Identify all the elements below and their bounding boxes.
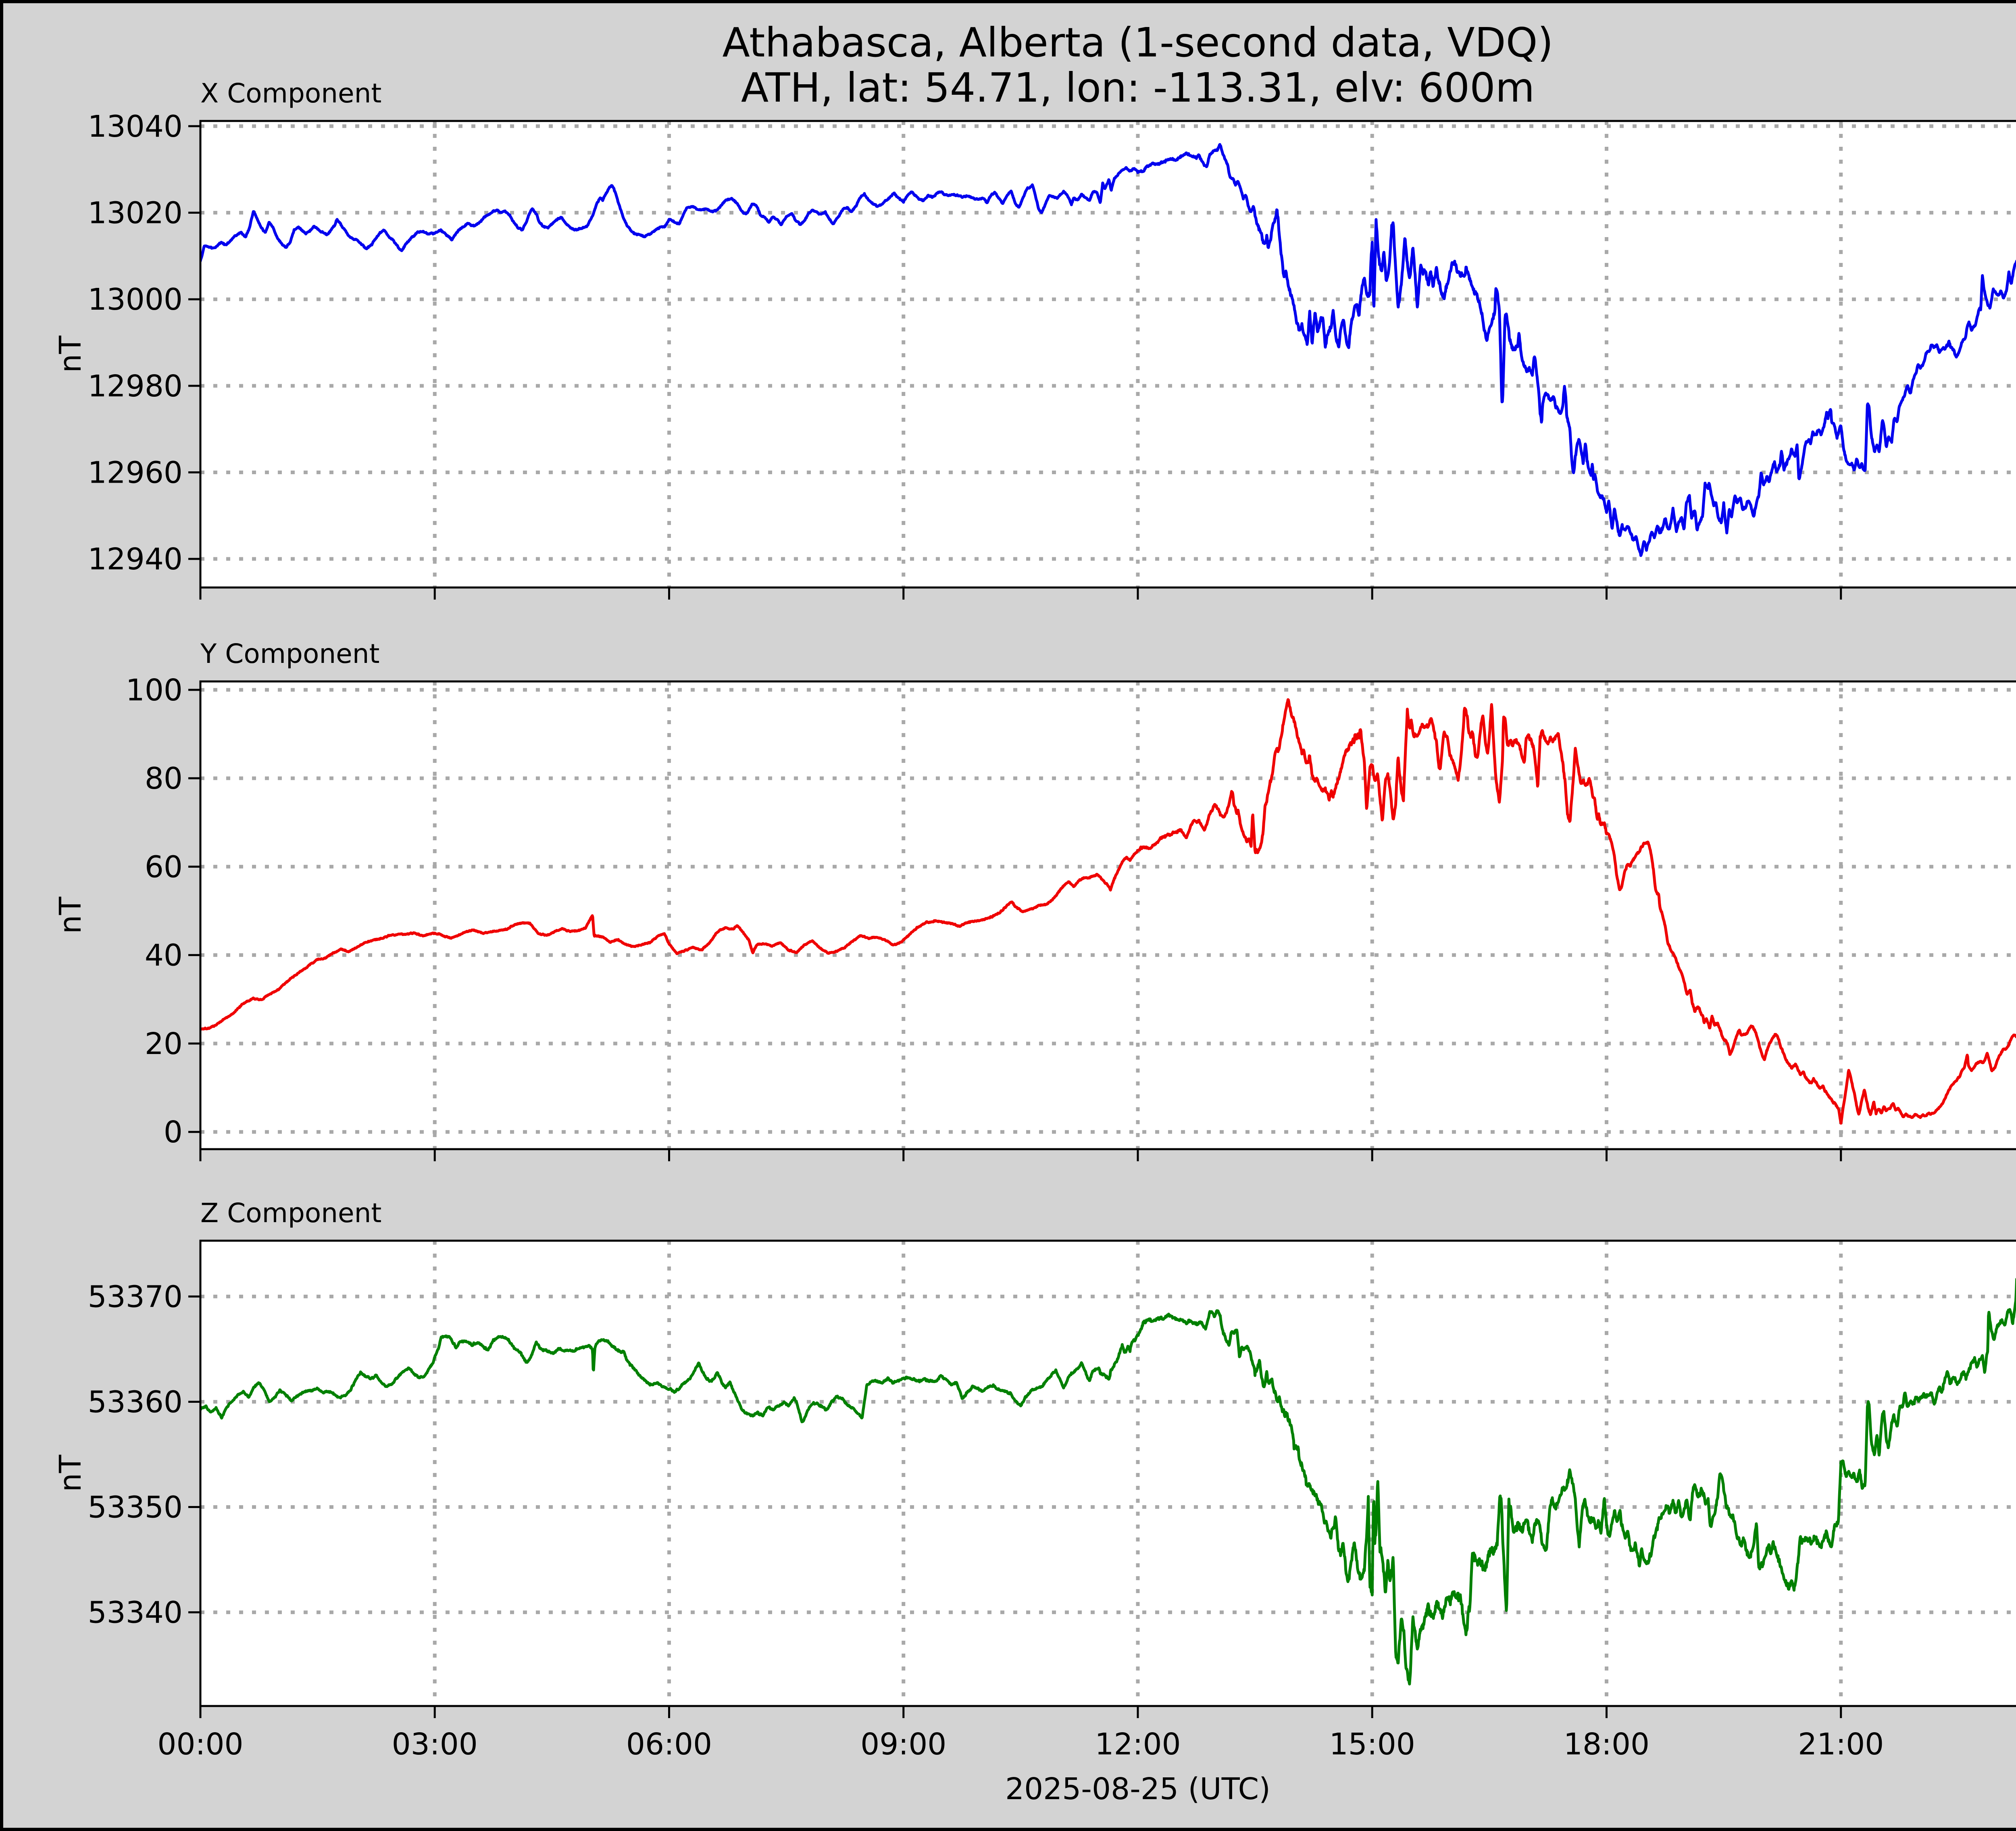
- subplot-title-z: Z Component: [200, 1198, 381, 1229]
- y-tick-label: 20: [145, 1027, 183, 1061]
- y-tick-label: 40: [145, 938, 183, 973]
- y-tick-label: 12980: [88, 369, 183, 404]
- y-tick-label: 53360: [88, 1385, 183, 1419]
- y-tick-label: 53340: [88, 1596, 183, 1630]
- grid: [200, 1241, 2016, 1706]
- x-tick-label: 18:00: [1564, 1727, 1649, 1762]
- subplot-z-component: 53340 53350 53360 53370 00:00 03:00 06:00 09:00…: [53, 1198, 2016, 1762]
- plot-area: [200, 121, 2016, 587]
- y-tick-label: 0: [164, 1115, 183, 1150]
- subplot-title-x: X Component: [200, 78, 381, 109]
- grid: [200, 121, 2016, 587]
- x-tick-label: 12:00: [1095, 1727, 1181, 1762]
- ticks: [188, 125, 1842, 600]
- x-tick-label: 06:00: [626, 1727, 712, 1762]
- y-tick-label: 13040: [88, 109, 183, 144]
- x-axis-label: 2025-08-25 (UTC): [1005, 1772, 1270, 1806]
- plot-area: [200, 1241, 2016, 1706]
- y-axis-label: nT: [53, 896, 88, 934]
- y-tick-label: 12940: [88, 542, 183, 577]
- y-tick-label: 13000: [88, 282, 183, 317]
- x-tick-label: 00:00: [157, 1727, 243, 1762]
- grid: [200, 681, 2016, 1149]
- y-axis-label: nT: [53, 1454, 88, 1492]
- x-tick-label: 09:00: [860, 1727, 946, 1762]
- x-tick-label: 15:00: [1329, 1727, 1415, 1762]
- plot-area: [200, 681, 2016, 1149]
- ticks: [188, 689, 1842, 1161]
- subplot-title-y: Y Component: [200, 638, 379, 669]
- figure-title-line2: ATH, lat: 54.71, lon: -113.31, elv: 600m: [741, 64, 1535, 111]
- series-y-component: [200, 698, 2016, 1125]
- y-tick-label: 100: [126, 673, 183, 708]
- subplot-x-component: 12940 12960 12980 13000 13020 13040 X Componen…: [53, 78, 2016, 600]
- y-tick-label: 80: [145, 761, 183, 796]
- y-tick-label: 13020: [88, 196, 183, 231]
- series-x-component: [200, 143, 2016, 557]
- x-tick-label: 21:00: [1798, 1727, 1884, 1762]
- y-tick-label: 60: [145, 850, 183, 884]
- y-tick-label: 12960: [88, 456, 183, 490]
- figure-title-line1: Athabasca, Alberta (1-second data, VDQ): [723, 19, 1554, 66]
- y-tick-label: 53350: [88, 1490, 183, 1525]
- ticks: [188, 1295, 1842, 1718]
- subplots-group: 12940 12960 12980 13000 13020 13040 X Componen…: [53, 78, 2016, 1762]
- x-tick-label: 03:00: [392, 1727, 478, 1762]
- y-tick-label: 53370: [88, 1279, 183, 1314]
- subplot-y-component: 0 20 40 60 80 100 Y Component nT: [53, 638, 2016, 1161]
- y-axis-label: nT: [53, 335, 88, 373]
- series-z-component: [200, 1278, 2016, 1685]
